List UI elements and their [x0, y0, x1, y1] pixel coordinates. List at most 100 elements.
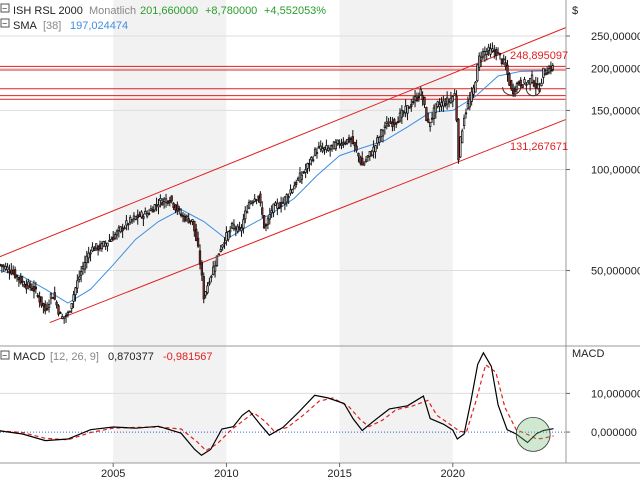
candle-body — [262, 215, 266, 229]
candle — [164, 193, 168, 208]
candle-body — [210, 275, 213, 278]
candle — [157, 198, 160, 215]
candle-body — [302, 171, 305, 174]
candle — [125, 215, 128, 231]
candle-body — [102, 240, 105, 247]
candle-body — [383, 125, 387, 128]
candle-body — [366, 155, 370, 158]
candle-body — [515, 83, 519, 90]
lower-channel-label: 131,267671 — [510, 141, 568, 153]
macd-tick-label: 10,000000 — [591, 388, 640, 400]
candle-body — [376, 137, 379, 144]
candle-body — [489, 48, 492, 55]
candle-body — [449, 97, 453, 103]
candle-body — [76, 280, 79, 289]
candle-body — [72, 294, 75, 302]
candle-body — [244, 210, 247, 220]
candle — [0, 264, 4, 273]
candle-body — [319, 145, 322, 150]
candle-body — [149, 208, 153, 211]
candle-body — [66, 312, 70, 316]
candle-body — [74, 287, 77, 296]
candle-body — [529, 78, 532, 85]
candle-body — [23, 283, 26, 288]
candle-body — [164, 198, 168, 203]
candle — [240, 224, 243, 237]
candle — [353, 141, 356, 153]
candle-body — [98, 244, 102, 249]
candle-body — [308, 163, 311, 165]
axes-labels: 250,000000 200,000000 150,000000 100,000000… — [101, 31, 640, 480]
candle — [321, 142, 324, 154]
candle-body — [295, 181, 298, 186]
candle-body — [423, 96, 426, 105]
candle — [66, 310, 70, 318]
candle-body — [374, 145, 377, 153]
candle-body — [368, 151, 371, 157]
candle — [206, 282, 209, 295]
candle — [459, 136, 462, 159]
macd-collapse-icon[interactable] — [0, 350, 10, 360]
candle-body — [198, 250, 202, 265]
candle-body — [483, 51, 487, 56]
candle — [227, 230, 230, 242]
signal-line — [0, 363, 554, 452]
candle-body — [138, 214, 141, 217]
candle-body — [64, 314, 68, 317]
price-arc-left — [502, 87, 522, 96]
candle — [89, 249, 92, 262]
year-band — [226, 0, 340, 463]
candle — [295, 179, 298, 188]
sma-collapse-icon[interactable] — [0, 18, 10, 28]
macd-label: MACD — [13, 351, 45, 363]
candle-body — [300, 174, 304, 180]
candle-body — [255, 199, 258, 201]
candle-body — [387, 124, 390, 127]
candle — [168, 196, 171, 207]
candle — [195, 223, 198, 242]
candle — [434, 103, 437, 119]
chart-frame — [0, 0, 640, 464]
candle — [498, 52, 502, 60]
candle-body — [112, 236, 115, 241]
candle — [521, 84, 524, 89]
candle-body — [25, 283, 28, 290]
candle-body — [100, 243, 104, 250]
collapse-icon[interactable] — [0, 3, 10, 13]
candle-body — [313, 148, 317, 156]
candle-body — [19, 275, 22, 284]
candle-body — [225, 232, 228, 242]
candle-body — [193, 220, 196, 232]
candle — [378, 135, 381, 146]
candle-body — [125, 220, 128, 226]
candle-body — [521, 84, 524, 89]
candle — [506, 59, 509, 82]
candle-body — [121, 227, 124, 232]
candle-body — [140, 211, 143, 218]
candle-body — [168, 200, 171, 203]
candle-body — [447, 100, 451, 103]
candle-body — [179, 213, 183, 217]
candle — [262, 215, 266, 229]
candle-body — [132, 215, 136, 220]
candle-body — [234, 227, 237, 230]
candle-body — [391, 122, 394, 128]
candle — [59, 311, 62, 314]
candle — [278, 201, 281, 210]
candle-body — [536, 83, 539, 86]
period-label: Monatlich — [89, 5, 136, 17]
sma-label: SMA — [13, 20, 38, 32]
candle-body — [187, 218, 190, 224]
candle-body — [317, 146, 320, 149]
candle-body — [327, 147, 330, 151]
candle — [461, 128, 464, 144]
macd-highlight-circle — [515, 416, 551, 452]
candle-body — [459, 136, 462, 158]
candle-body — [62, 316, 66, 319]
candle-body — [2, 265, 5, 268]
candle — [210, 274, 213, 283]
candle-body — [364, 159, 368, 162]
candle-body — [272, 203, 275, 213]
candle — [247, 199, 251, 210]
